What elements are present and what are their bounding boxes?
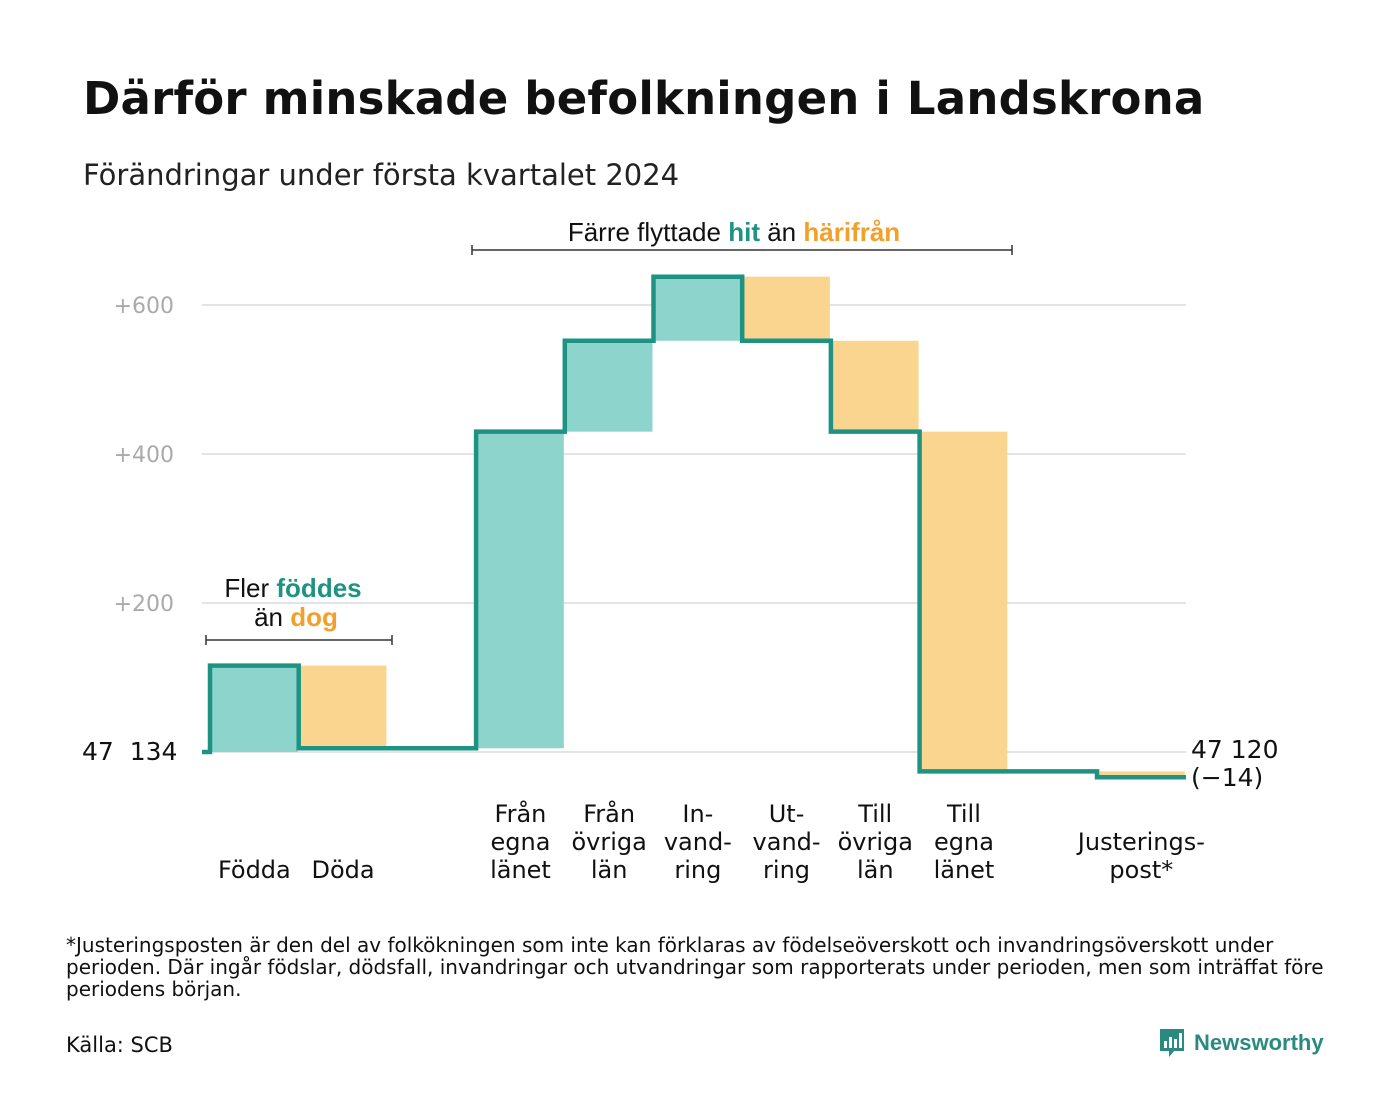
- chart-subtitle: Förändringar under första kvartalet 2024: [83, 158, 680, 192]
- category-label: post*: [1109, 856, 1173, 884]
- chart-title: Därför minskade befolkningen i Landskron…: [83, 72, 1205, 125]
- births-annotation-orange: dog: [290, 602, 338, 632]
- migration-annotation-middle: än: [767, 217, 796, 247]
- births-annotation-middle: än: [254, 602, 283, 632]
- waterfall-bar: [830, 340, 919, 432]
- category-label: In-: [682, 800, 713, 828]
- category-label: län: [591, 856, 628, 884]
- migration-annotation: Färre flyttade hit än härifrån: [471, 217, 1013, 255]
- waterfall-bar: [919, 431, 1008, 772]
- category-label: egna: [934, 828, 994, 856]
- category-label: länet: [490, 856, 551, 884]
- bar-chart-speech-bubble-icon: [1160, 1029, 1184, 1057]
- category-label: ring: [674, 856, 721, 884]
- y-tick-label: +200: [114, 592, 174, 617]
- y-tick-label: +600: [114, 294, 174, 319]
- category-label: Från: [495, 799, 547, 828]
- waterfall-bar: [476, 431, 564, 749]
- waterfall-bar: [210, 665, 298, 752]
- category-label: vand-: [753, 828, 821, 856]
- y-axis-ticks: +200 +400 +600: [114, 294, 174, 617]
- category-label: egna: [490, 828, 550, 856]
- births-annotation-prefix: Fler: [224, 573, 269, 603]
- brand-logo: Newsworthy: [1158, 1027, 1324, 1059]
- svg-text:än dog: än dog: [254, 602, 338, 632]
- waterfall-bar: [653, 276, 742, 341]
- footnote: *Justeringsposten är den del av folkökni…: [66, 933, 1324, 1001]
- svg-text:Färre flyttade hit: Färre flyttade hit än härifrån: [568, 217, 900, 247]
- category-label: vand-: [664, 828, 732, 856]
- category-labels: Födda DödaFrånegnalänetFrånövrigalänIn-va…: [218, 799, 1205, 884]
- migration-annotation-orange: härifrån: [803, 217, 900, 247]
- category-label: Ut-: [769, 800, 805, 828]
- bars: [210, 276, 1185, 778]
- brand-name: Newsworthy: [1194, 1030, 1324, 1055]
- migration-annotation-prefix: Färre flyttade: [568, 217, 721, 247]
- migration-annotation-bracket: [471, 245, 1013, 255]
- waterfall-bar: [564, 340, 653, 432]
- waterfall-chart: +200+400+600 Födda DödaFrånegnalänetFrånö…: [82, 217, 1278, 884]
- waterfall-bar: [298, 665, 387, 749]
- category-label: övriga: [571, 828, 646, 856]
- source-label: Källa: SCB: [66, 1033, 173, 1057]
- category-label: Justerings-: [1076, 828, 1205, 856]
- waterfall-bar: [1097, 771, 1185, 778]
- category-label: Från: [583, 799, 635, 828]
- running-total-line: [202, 274, 1186, 780]
- category-label: Döda: [311, 856, 374, 884]
- category-label: Till: [946, 800, 981, 828]
- end-value-label: 47 120: [1191, 735, 1278, 764]
- category-label: länet: [934, 856, 995, 884]
- category-label: ring: [763, 856, 810, 884]
- waterfall-bar: [742, 276, 830, 341]
- category-label: Till: [857, 800, 892, 828]
- category-label: övriga: [838, 828, 913, 856]
- start-value-label: 47 134: [82, 737, 177, 766]
- running-total-path: [202, 274, 1186, 780]
- births-annotation-teal: föddes: [276, 573, 361, 603]
- svg-text:Fler föddes: Fler föddes: [224, 573, 361, 603]
- category-label: Födda: [218, 856, 291, 884]
- category-label: län: [857, 856, 894, 884]
- end-change-label: (−14): [1191, 763, 1263, 792]
- y-tick-label: +400: [114, 443, 174, 468]
- births-annotation: Fler föddes än dog: [205, 573, 393, 645]
- births-annotation-bracket: [205, 635, 393, 645]
- migration-annotation-teal: hit: [728, 217, 760, 247]
